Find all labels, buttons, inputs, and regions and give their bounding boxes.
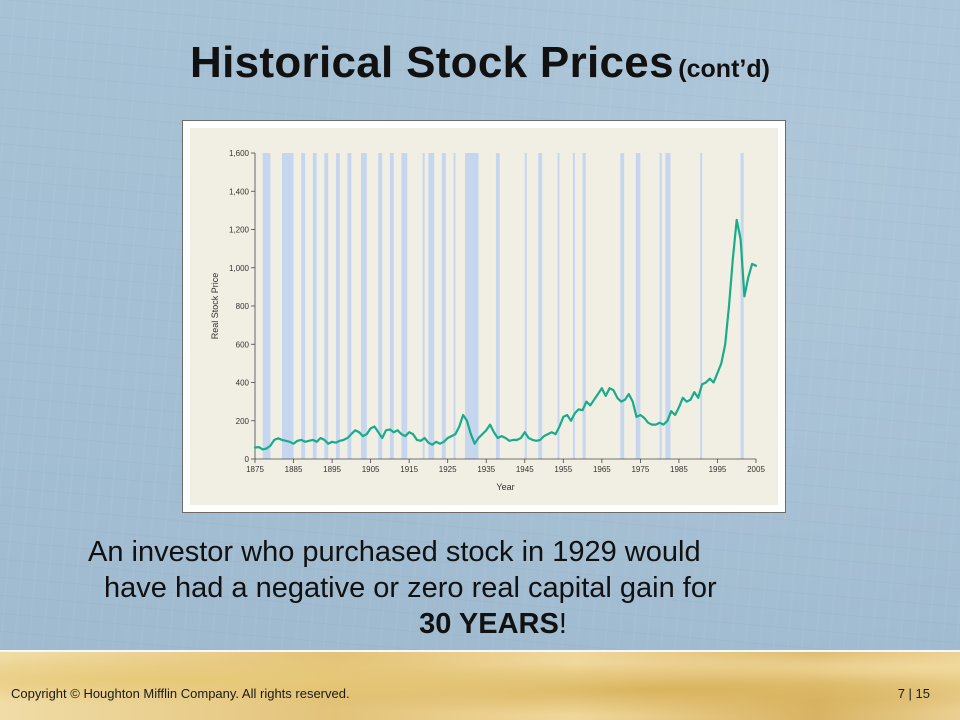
body-line-3: 30 YEARS!	[88, 606, 898, 642]
recession-band	[389, 153, 394, 459]
recession-band	[620, 153, 625, 459]
y-axis-label: Real Stock Price	[210, 273, 220, 340]
body-line-2: have had a negative or zero real capital…	[104, 572, 717, 604]
recession-band	[441, 153, 446, 459]
slide-title-main: Historical Stock Prices	[190, 38, 674, 87]
recession-band	[422, 153, 425, 459]
x-tick-label: 1965	[593, 465, 611, 474]
chart-plot-background: 0 200 400 600 800 1,000 1,200 1,400 1,600 1875 188…	[190, 128, 778, 505]
x-axis-label: Year	[496, 482, 514, 492]
recession-band	[347, 153, 352, 459]
slide-title-suffix: (cont’d)	[678, 55, 770, 83]
x-tick-label: 1905	[362, 465, 380, 474]
recession-band	[428, 153, 435, 459]
x-tick-label: 1875	[246, 465, 264, 474]
recession-band	[665, 153, 671, 459]
recession-band	[401, 153, 408, 459]
body-emphasis: 30 YEARS	[419, 608, 559, 640]
y-tick-label: 1,200	[229, 226, 250, 235]
copyright-notice: Copyright © Houghton Mifflin Company. Al…	[11, 686, 350, 701]
footer-divider	[0, 650, 960, 652]
page-number: 7 | 15	[897, 686, 930, 701]
recession-band	[335, 153, 340, 459]
recession-band	[360, 153, 367, 459]
recession-band	[324, 153, 329, 459]
recession-band	[301, 153, 306, 459]
y-tick-label: 200	[236, 417, 250, 426]
x-tick-label: 1885	[285, 465, 303, 474]
chart-axes	[251, 152, 757, 463]
y-tick-label: 1,000	[229, 264, 250, 273]
y-tick-label: 600	[236, 340, 250, 349]
body-line-1: An investor who purchased stock in 1929 …	[88, 536, 701, 568]
footer-band	[0, 652, 960, 720]
recession-band	[582, 153, 586, 459]
chart-series	[253, 218, 758, 451]
recession-band	[700, 153, 703, 459]
x-tick-label: 1915	[400, 465, 418, 474]
y-tick-label: 800	[236, 302, 250, 311]
recession-band	[378, 153, 383, 459]
body-end: !	[558, 608, 567, 640]
x-tick-label: 1895	[323, 465, 341, 474]
recession-bands	[262, 153, 744, 459]
recession-band	[495, 153, 500, 459]
x-tick-label: 1945	[516, 465, 534, 474]
x-tick-label: 1935	[477, 465, 495, 474]
stock-price-chart: 0 200 400 600 800 1,000 1,200 1,400 1,600 1875 188…	[210, 149, 765, 492]
x-tick-label: 1985	[670, 465, 688, 474]
recession-band	[557, 153, 560, 459]
x-tick-label: 1995	[709, 465, 727, 474]
x-tick-label: 1925	[439, 465, 457, 474]
recession-band	[572, 153, 575, 459]
recession-band	[524, 153, 527, 459]
chart-labels: 0 200 400 600 800 1,000 1,200 1,400 1,600 1875 188…	[210, 149, 765, 492]
stock-price-line	[253, 218, 758, 451]
slide-body-text: An investor who purchased stock in 1929 …	[88, 534, 898, 642]
chart-figure: 0 200 400 600 800 1,000 1,200 1,400 1,600 1875 188…	[182, 120, 786, 513]
y-tick-label: 400	[236, 379, 250, 388]
y-tick-label: 1,400	[229, 187, 250, 196]
y-tick-label: 1,600	[229, 149, 250, 158]
x-tick-label: 1975	[631, 465, 649, 474]
recession-band	[538, 153, 543, 459]
recession-band	[262, 153, 271, 459]
recession-band	[465, 153, 479, 459]
recession-band	[740, 153, 744, 459]
slide-title: Historical Stock Prices (cont’d)	[0, 38, 960, 88]
recession-band	[312, 153, 317, 459]
y-tick-label: 0	[245, 455, 250, 464]
x-tick-label: 1955	[554, 465, 572, 474]
recession-band	[635, 153, 641, 459]
x-tick-label: 2005	[747, 465, 765, 474]
recession-band	[281, 153, 294, 459]
recession-band	[453, 153, 456, 459]
recession-band	[659, 153, 662, 459]
